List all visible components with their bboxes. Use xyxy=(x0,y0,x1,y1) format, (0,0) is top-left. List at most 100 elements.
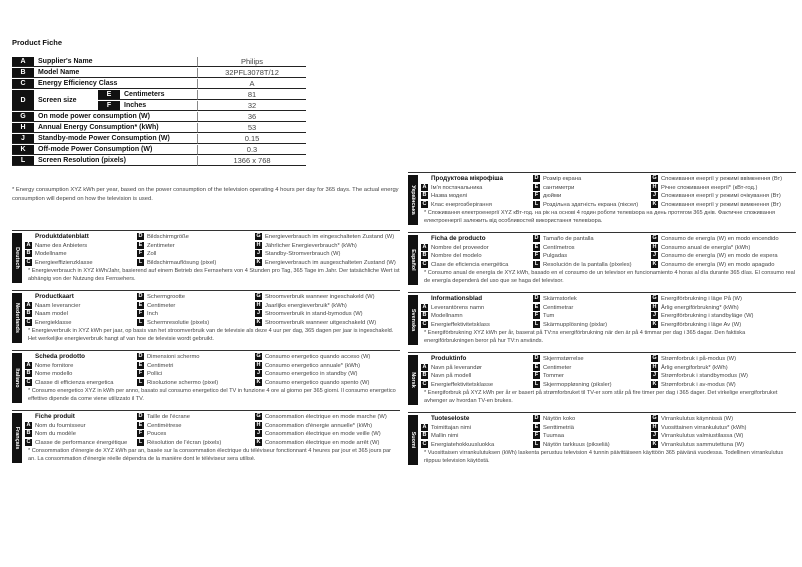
block-footnote: * Vuosittaisen virrankulutuksen (kWh) la… xyxy=(424,450,784,464)
block-item: B Назва моделі xyxy=(421,192,467,200)
language-block: Français Fiche produit A Nom du fournisseur… xyxy=(12,410,400,463)
item-label: Energieeffizienzklasse xyxy=(35,259,93,266)
item-label: Tommer xyxy=(543,373,564,380)
block-item: C Energieffektivitetsklass xyxy=(421,320,490,329)
block-item: C Energiatehokkuusluokka xyxy=(421,440,494,449)
letter-badge: H xyxy=(651,183,658,191)
row-letter: K xyxy=(12,145,34,155)
item-label: Vuosittainen virrankulutus* (kWh) xyxy=(661,424,747,431)
row-letter: L xyxy=(12,156,34,166)
letter-badge: H xyxy=(651,303,658,311)
block-title: Productkaart xyxy=(35,293,74,300)
row-value: 0.15 xyxy=(197,134,306,144)
letter-badge: D xyxy=(137,353,144,360)
language-name: Italiano xyxy=(14,368,20,388)
block-item: J Standby-Stromverbrauch (W) xyxy=(255,250,340,258)
item-label: Stroomverbruik in stand-bymodus (W) xyxy=(265,311,363,318)
language-tab: Nederlands xyxy=(12,293,22,343)
row-label: Standby-mode Power Consumption (W) xyxy=(34,134,197,144)
block-item: E Senttimetriä xyxy=(533,423,574,432)
block-item: C Clase de eficiencia energética xyxy=(421,260,508,269)
letter-badge: C xyxy=(25,258,32,266)
letter-badge: D xyxy=(533,355,540,362)
item-label: Strømforbruk i av-modus (W) xyxy=(661,381,736,388)
table-row: K Off-mode Power Consumption (W) 0.3 xyxy=(12,145,306,155)
letter-badge: A xyxy=(421,363,428,371)
language-tab: Español xyxy=(408,235,418,285)
letter-badge: B xyxy=(25,430,32,437)
block-title: Ficha de producto xyxy=(431,235,486,242)
letter-badge: L xyxy=(533,320,540,328)
letter-badge: F xyxy=(533,192,540,199)
row-value: 81 xyxy=(197,90,306,100)
letter-badge: A xyxy=(421,423,428,431)
letter-badge: K xyxy=(255,438,262,446)
item-label: Zentimeter xyxy=(147,242,175,249)
letter-badge: L xyxy=(137,438,144,446)
letter-badge: K xyxy=(651,320,658,328)
letter-badge: G xyxy=(255,413,262,420)
block-item: J Energiförbrukning i standbyläge (W) xyxy=(651,312,753,320)
language-block: Svenska Informationsblad A Leverantörens na… xyxy=(408,292,796,345)
block-item: F Pulgadas xyxy=(533,252,567,260)
letter-badge: F xyxy=(137,250,144,257)
block-item: K Stroomverbruik wanneer uitgeschakeld (W… xyxy=(255,318,376,327)
language-tab: Italiano xyxy=(12,353,22,403)
block-item: C Energieklasse xyxy=(25,318,71,327)
letter-badge: K xyxy=(651,440,658,448)
footnote: * Energy consumption XYZ kWh per year, b… xyxy=(12,187,399,202)
block-item: K Consumo de energía (W) en modo apagado xyxy=(651,260,775,269)
letter-badge: D xyxy=(137,413,144,420)
letter-badge: J xyxy=(651,192,658,199)
block-item: H Jaarlijks energieverbruik* (kWh) xyxy=(255,301,347,310)
block-footnote: * Energieverbruik in XYZ kWh per jaar, o… xyxy=(28,328,394,342)
block-item: A Navn på leverandør xyxy=(421,363,482,372)
block-item: D Dimensioni schermo xyxy=(137,353,200,361)
block-item: F Zoll xyxy=(137,250,156,258)
block-item: E Centímetros xyxy=(533,243,575,252)
letter-badge: H xyxy=(255,361,262,369)
block-item: K Strømforbruk i av-modus (W) xyxy=(651,380,736,389)
block-item: F Tum xyxy=(533,312,554,320)
item-label: Skjermoppløsning (piksler) xyxy=(543,381,612,388)
block-item: E Centimetri xyxy=(137,361,173,370)
product-fiche-table: A Supplier's Name Philips B Model Name 32PFL3… xyxy=(12,56,306,167)
block-item: D Bildschirmgröße xyxy=(137,233,189,241)
block-footnote: * Consommation d'énergie de XYZ kWh par … xyxy=(28,448,391,462)
item-label: дюйми xyxy=(543,193,562,200)
item-label: Taille de l'écrane xyxy=(147,414,190,421)
block-item: D Schermgrootte xyxy=(137,293,185,301)
letter-badge: J xyxy=(255,250,262,257)
letter-badge: A xyxy=(25,421,32,429)
letter-badge: J xyxy=(651,252,658,259)
language-name: Nederlands xyxy=(14,303,20,333)
block-item: B Mallin nimi xyxy=(421,432,458,440)
block-item: G Strømforbruk i på-modus (W) xyxy=(651,355,736,363)
block-item: J Strømforbruk i standbymodus (W) xyxy=(651,372,748,380)
item-label: Consumo de energía (W) en modo apagado xyxy=(661,261,775,268)
block-item: B Nombre del modelo xyxy=(421,252,482,260)
block-item: G Споживання енергії у режимі ввімкнення … xyxy=(651,175,782,183)
letter-badge: E xyxy=(137,421,144,429)
item-label: Tamaño de pantalla xyxy=(543,236,594,243)
item-label: Strømforbruk i på-modus (W) xyxy=(661,356,737,363)
block-item: D Розмір екрана xyxy=(533,175,581,183)
letter-badge: D xyxy=(533,235,540,242)
item-label: Årlig energiforbruk* (kWh) xyxy=(661,364,728,371)
block-item: B Modellname xyxy=(25,250,67,258)
item-label: Skärmupplösning (pixlar) xyxy=(543,321,608,328)
block-item: A Nombre del proveedor xyxy=(421,243,489,252)
letter-badge: E xyxy=(533,303,540,311)
block-item: B Nome modello xyxy=(25,370,72,378)
item-label: Клас енергозберігання xyxy=(431,201,492,208)
item-label: Centimeter xyxy=(543,364,572,371)
letter-badge: A xyxy=(421,243,428,251)
letter-badge: A xyxy=(25,301,32,309)
language-name: Українська xyxy=(410,185,416,215)
page-title: Product Fiche xyxy=(12,38,63,47)
block-item: J Virrankulutus valmiustilassa (W) xyxy=(651,432,743,440)
block-item: A Nom du fournisseur xyxy=(25,421,86,430)
item-label: Skjermstørrelse xyxy=(543,356,584,363)
item-label: Navn på modell xyxy=(431,373,472,380)
block-item: C Energieffektivitetsklasse xyxy=(421,380,493,389)
